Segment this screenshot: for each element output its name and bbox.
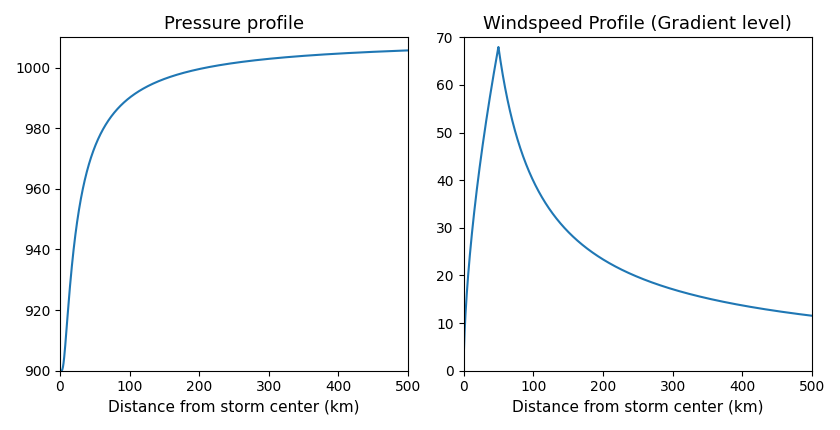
Title: Pressure profile: Pressure profile	[164, 15, 304, 33]
X-axis label: Distance from storm center (km): Distance from storm center (km)	[512, 400, 764, 415]
X-axis label: Distance from storm center (km): Distance from storm center (km)	[108, 400, 360, 415]
Title: Windspeed Profile (Gradient level): Windspeed Profile (Gradient level)	[483, 15, 792, 33]
